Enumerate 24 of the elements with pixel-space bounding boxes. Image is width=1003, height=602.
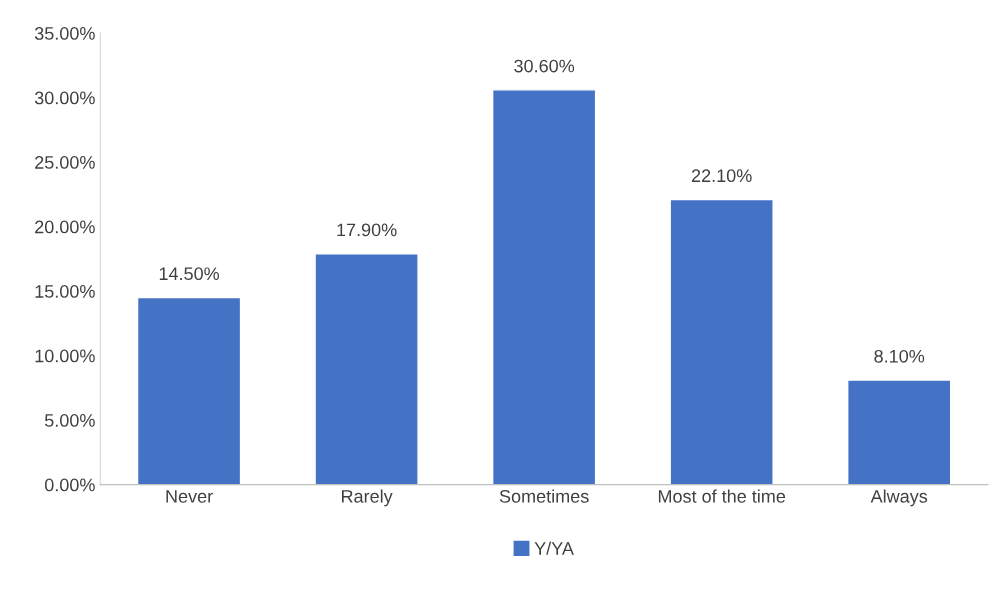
y-tick-label: 0.00%: [44, 478, 95, 492]
bar: [314, 253, 419, 485]
x-tick-label: Never: [166, 490, 213, 503]
y-tick-label: 15.00%: [35, 285, 95, 298]
y-tick-label: 30.00%: [34, 91, 95, 105]
data-label: 14.50%: [159, 267, 220, 281]
y-tick-label: 5.00%: [44, 414, 95, 427]
y-tick-label: 25.00%: [35, 156, 95, 169]
y-tick-label: 20.00%: [35, 220, 95, 234]
x-tick-label: Rarely: [341, 489, 393, 507]
x-tick-label: Sometimes: [499, 489, 589, 503]
y-tick-label: 10.00%: [35, 349, 95, 363]
bar: [847, 379, 952, 485]
x-tick-label: Most of the time: [658, 489, 786, 503]
y-tick-label: 35.00%: [34, 27, 95, 40]
data-label: 30.60%: [514, 59, 575, 73]
bar: [669, 198, 774, 485]
x-tick-label: Always: [870, 489, 928, 507]
data-label: 22.10%: [691, 169, 752, 183]
bar: [491, 89, 597, 485]
bar: [136, 296, 242, 485]
data-label: 17.90%: [337, 223, 397, 237]
legend-label: Y/YA: [534, 541, 574, 555]
data-label: 8.10%: [874, 349, 925, 363]
